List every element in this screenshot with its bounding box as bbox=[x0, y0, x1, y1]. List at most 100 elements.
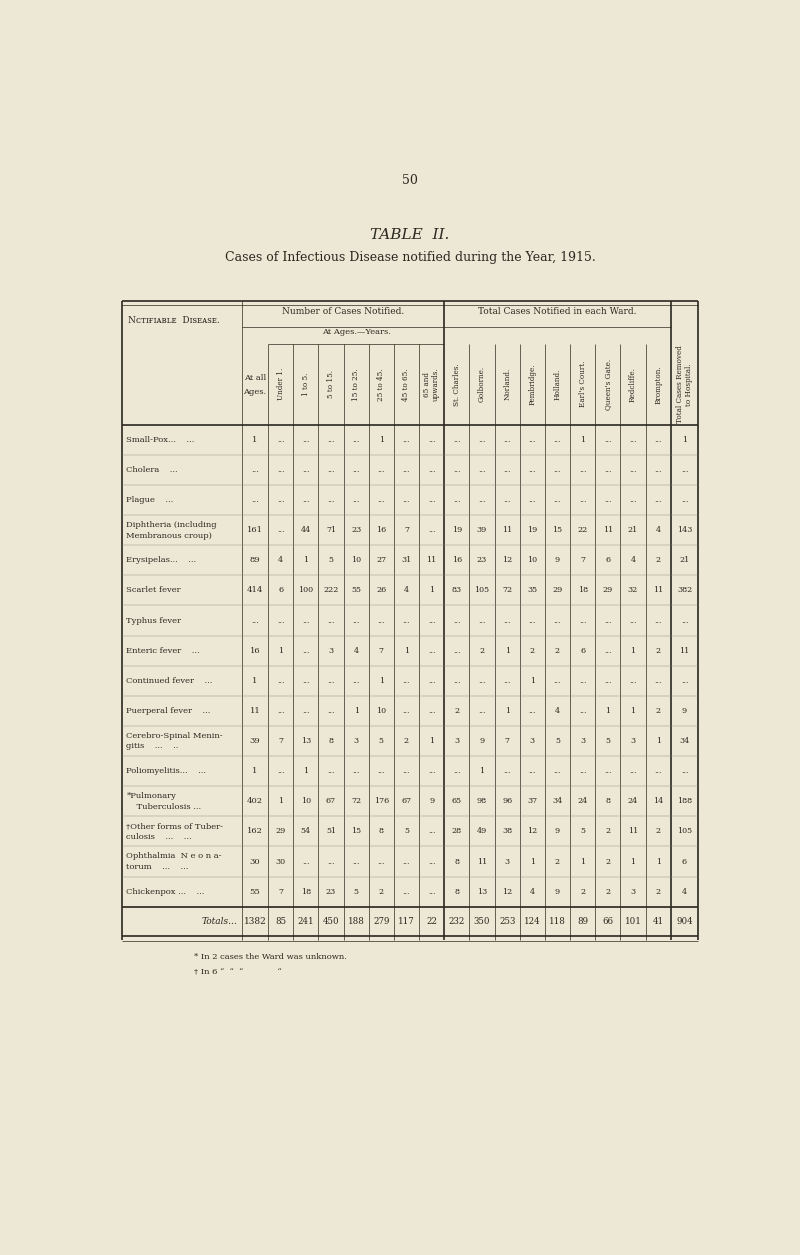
Text: 6: 6 bbox=[682, 857, 687, 866]
Text: 188: 188 bbox=[677, 797, 692, 806]
Text: ...: ... bbox=[302, 707, 310, 715]
Text: 5 to 15.: 5 to 15. bbox=[327, 370, 335, 398]
Text: 23: 23 bbox=[477, 556, 487, 565]
Text: ...: ... bbox=[378, 857, 385, 866]
Text: 414: 414 bbox=[246, 586, 263, 595]
Text: 1: 1 bbox=[580, 857, 585, 866]
Text: ...: ... bbox=[428, 646, 435, 655]
Text: 2: 2 bbox=[606, 857, 610, 866]
Text: 32: 32 bbox=[628, 586, 638, 595]
Text: ...: ... bbox=[428, 526, 435, 535]
Text: Ophthalmia  N e o n a-: Ophthalmia N e o n a- bbox=[126, 852, 222, 860]
Text: ...: ... bbox=[453, 616, 461, 625]
Text: 9: 9 bbox=[479, 737, 485, 745]
Text: 13: 13 bbox=[301, 737, 311, 745]
Text: 118: 118 bbox=[549, 917, 566, 926]
Text: ...: ... bbox=[630, 616, 637, 625]
Text: 50: 50 bbox=[402, 173, 418, 187]
Text: ...: ... bbox=[277, 707, 284, 715]
Text: ...: ... bbox=[327, 466, 334, 474]
Text: ...: ... bbox=[529, 435, 536, 444]
Text: Under 1.: Under 1. bbox=[277, 368, 285, 400]
Text: ...: ... bbox=[604, 496, 611, 505]
Text: Plague    ...: Plague ... bbox=[126, 496, 174, 505]
Text: 12: 12 bbox=[527, 827, 538, 836]
Text: 25 to 45.: 25 to 45. bbox=[378, 368, 386, 400]
Text: ...: ... bbox=[654, 496, 662, 505]
Text: ...: ... bbox=[327, 857, 334, 866]
Text: 1: 1 bbox=[505, 646, 510, 655]
Text: Continued fever    ...: Continued fever ... bbox=[126, 676, 213, 685]
Text: ...: ... bbox=[681, 616, 688, 625]
Text: 10: 10 bbox=[301, 797, 311, 806]
Text: 34: 34 bbox=[552, 797, 562, 806]
Text: 9: 9 bbox=[429, 797, 434, 806]
Text: 1: 1 bbox=[404, 646, 409, 655]
Text: Norland.: Norland. bbox=[503, 368, 511, 400]
Text: 67: 67 bbox=[326, 797, 336, 806]
Text: 29: 29 bbox=[275, 827, 286, 836]
Text: ...: ... bbox=[478, 707, 486, 715]
Text: 29: 29 bbox=[552, 586, 562, 595]
Text: ...: ... bbox=[428, 435, 435, 444]
Text: ...: ... bbox=[630, 496, 637, 505]
Text: 10: 10 bbox=[351, 556, 361, 565]
Text: 143: 143 bbox=[677, 526, 692, 535]
Text: 55: 55 bbox=[351, 586, 361, 595]
Text: ...: ... bbox=[478, 496, 486, 505]
Text: ...: ... bbox=[654, 616, 662, 625]
Text: 96: 96 bbox=[502, 797, 512, 806]
Text: 30: 30 bbox=[275, 857, 286, 866]
Text: ...: ... bbox=[503, 676, 511, 685]
Text: Pembridge.: Pembridge. bbox=[528, 364, 536, 405]
Text: 1: 1 bbox=[378, 435, 384, 444]
Text: †Other forms of Tuber-: †Other forms of Tuber- bbox=[126, 822, 223, 830]
Text: 30: 30 bbox=[250, 857, 260, 866]
Text: ...: ... bbox=[453, 496, 461, 505]
Text: 9: 9 bbox=[555, 827, 560, 836]
Text: ...: ... bbox=[654, 676, 662, 685]
Text: 6: 6 bbox=[580, 646, 585, 655]
Text: ...: ... bbox=[579, 707, 586, 715]
Text: ...: ... bbox=[503, 616, 511, 625]
Text: Golborne.: Golborne. bbox=[478, 366, 486, 403]
Text: 1: 1 bbox=[278, 646, 283, 655]
Text: 1: 1 bbox=[580, 435, 585, 444]
Text: 101: 101 bbox=[625, 917, 642, 926]
Text: ...: ... bbox=[503, 435, 511, 444]
Text: 100: 100 bbox=[298, 586, 314, 595]
Text: 11: 11 bbox=[628, 827, 638, 836]
Text: 8: 8 bbox=[378, 827, 384, 836]
Text: 2: 2 bbox=[655, 646, 661, 655]
Text: ...: ... bbox=[604, 466, 611, 474]
Text: ...: ... bbox=[327, 707, 334, 715]
Text: ...: ... bbox=[503, 767, 511, 776]
Text: 7: 7 bbox=[505, 737, 510, 745]
Text: Puerperal fever    ...: Puerperal fever ... bbox=[126, 707, 210, 715]
Text: 44: 44 bbox=[301, 526, 311, 535]
Text: ...: ... bbox=[277, 676, 284, 685]
Text: 11: 11 bbox=[653, 586, 663, 595]
Text: 2: 2 bbox=[454, 707, 459, 715]
Text: 15: 15 bbox=[351, 827, 361, 836]
Text: 3: 3 bbox=[354, 737, 358, 745]
Text: 124: 124 bbox=[524, 917, 541, 926]
Text: 5: 5 bbox=[329, 556, 334, 565]
Text: Cholera    ...: Cholera ... bbox=[126, 466, 178, 474]
Text: 55: 55 bbox=[250, 887, 260, 896]
Text: 1: 1 bbox=[252, 676, 258, 685]
Text: ...: ... bbox=[251, 616, 259, 625]
Text: 2: 2 bbox=[606, 827, 610, 836]
Text: ...: ... bbox=[554, 767, 562, 776]
Text: ...: ... bbox=[352, 857, 360, 866]
Text: ...: ... bbox=[402, 616, 410, 625]
Text: ...: ... bbox=[579, 676, 586, 685]
Text: ...: ... bbox=[428, 466, 435, 474]
Text: Holland.: Holland. bbox=[554, 369, 562, 400]
Text: 11: 11 bbox=[502, 526, 512, 535]
Text: 72: 72 bbox=[351, 797, 361, 806]
Text: ...: ... bbox=[681, 466, 688, 474]
Text: Small-Pox...    ...: Small-Pox... ... bbox=[126, 435, 194, 444]
Text: 6: 6 bbox=[606, 556, 610, 565]
Text: Queen's Gate.: Queen's Gate. bbox=[604, 359, 612, 410]
